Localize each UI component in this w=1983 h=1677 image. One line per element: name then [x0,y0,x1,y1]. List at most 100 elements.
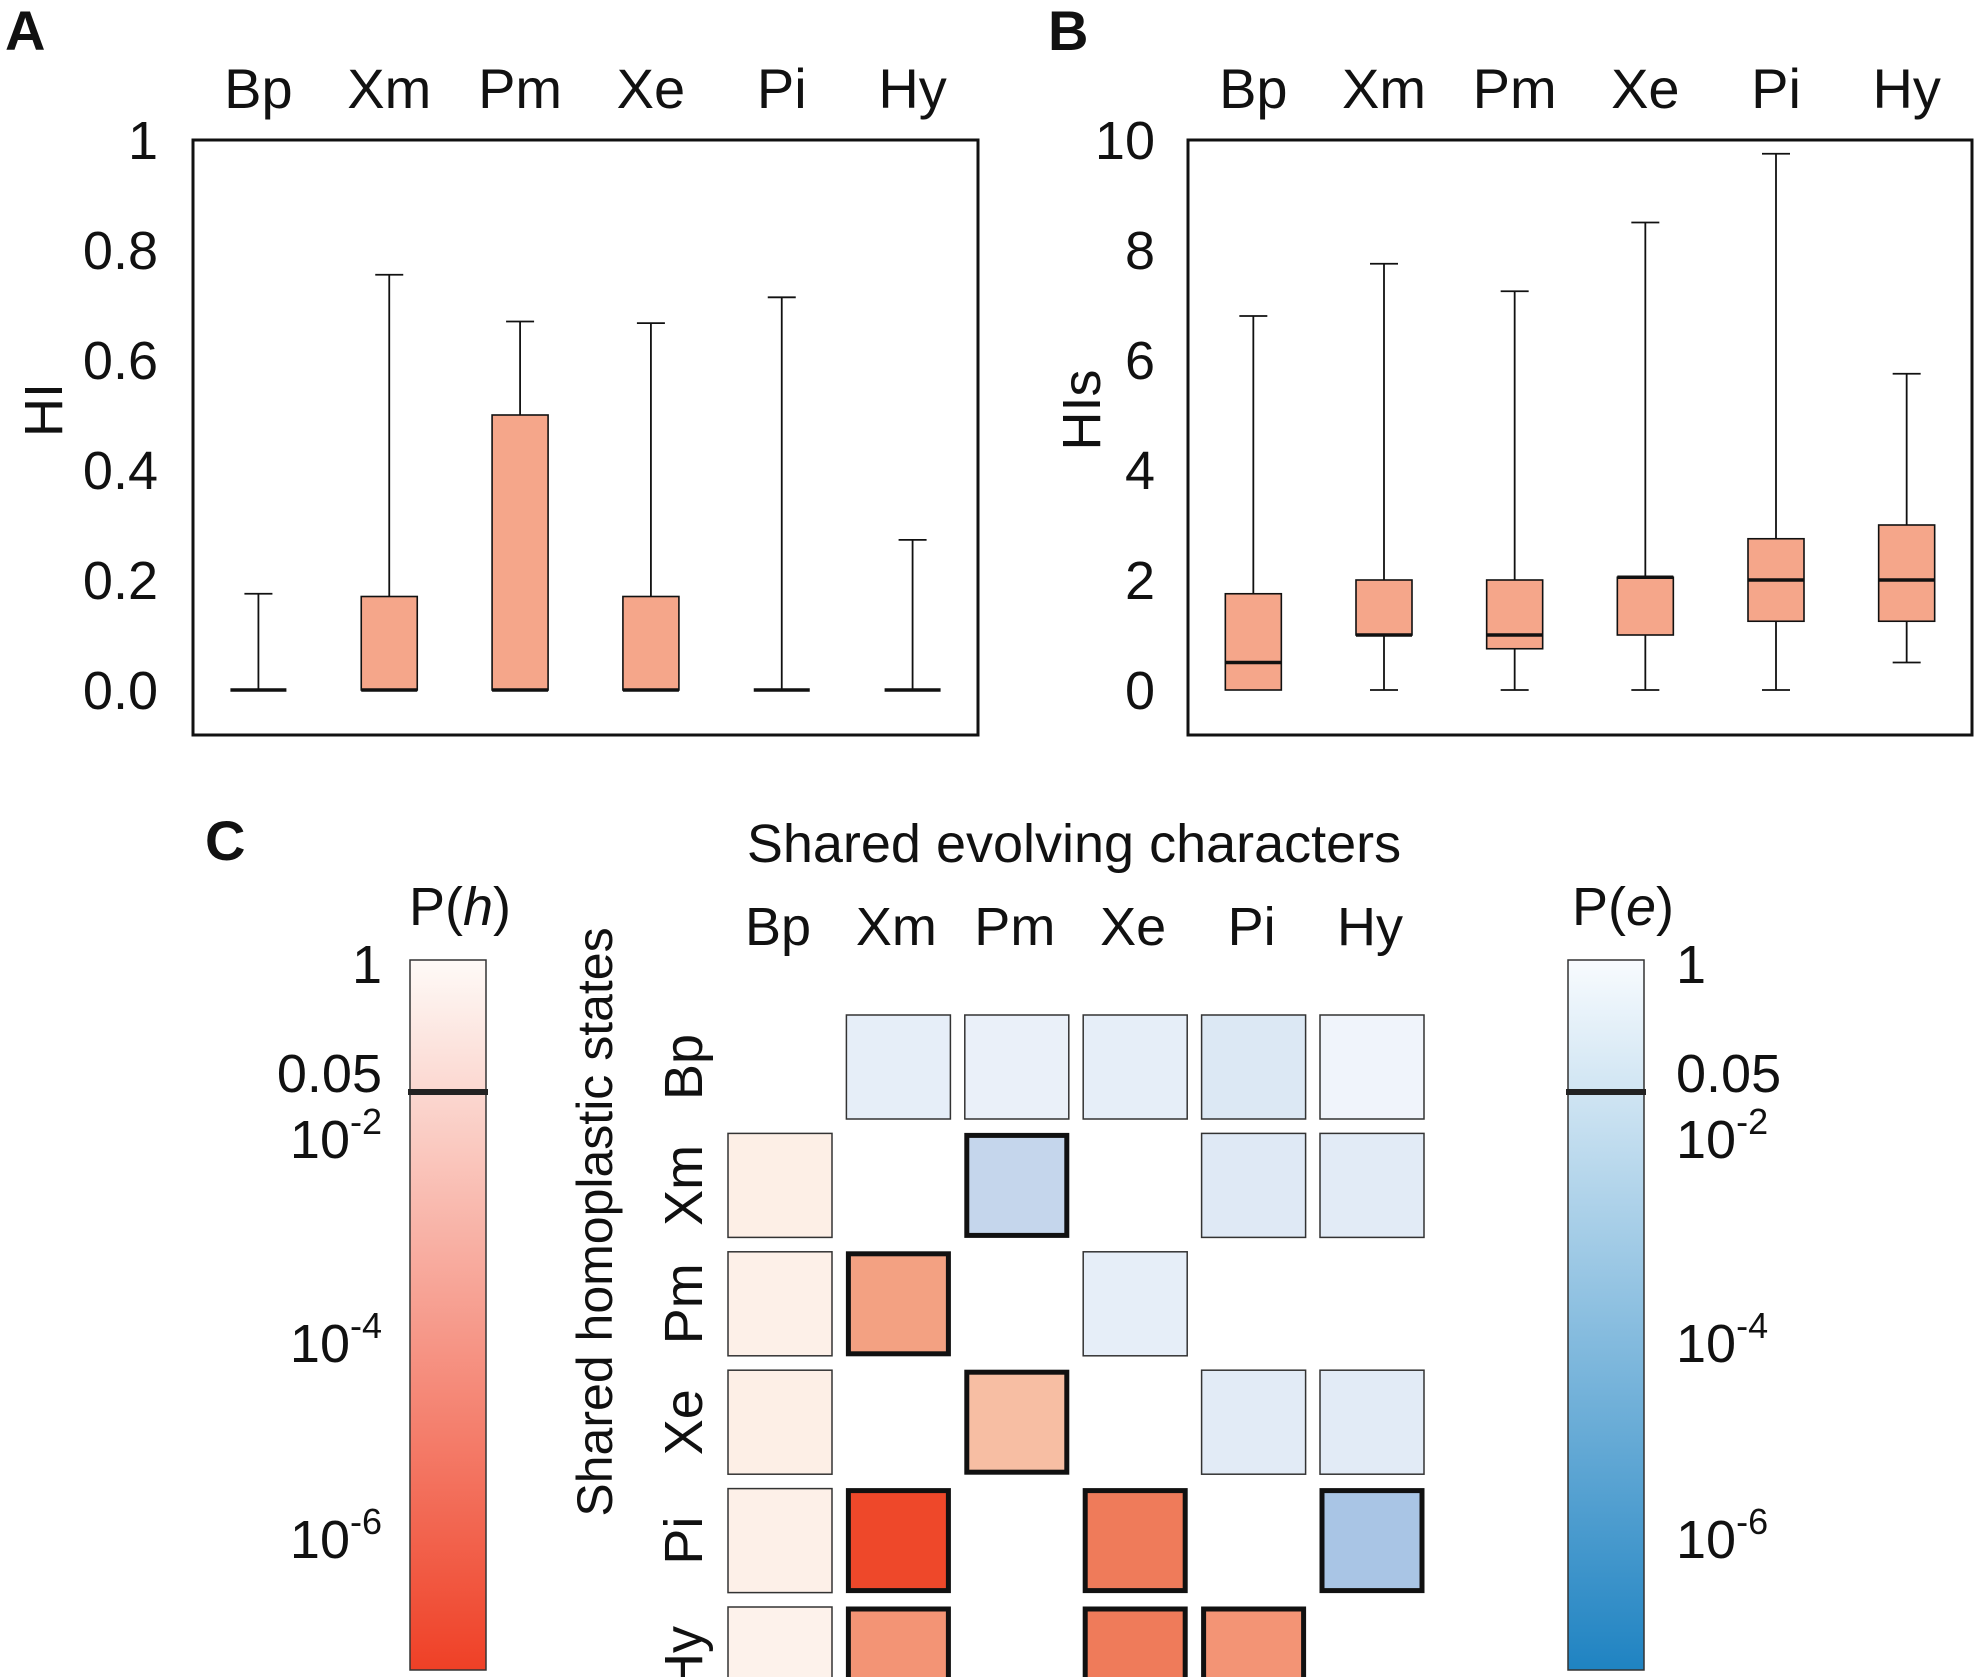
colorbar-tick-base: 10 [290,1110,350,1170]
column-label: Xe [1100,897,1166,957]
colorbar-tick-label: 10-2 [290,1101,382,1170]
colorbar-h-label: P(h) [409,877,511,937]
x-category-label: Xe [617,57,686,120]
y-tick-label: 0.0 [83,661,158,721]
colorbar-e-gradient [1567,959,1645,1671]
colorbar-tick-exponent: -6 [1736,1501,1768,1542]
heatmap-cell-xe-hy [1319,1369,1425,1475]
panel-b-boxplot: HIs 0 2 4 6 8 10 Bp Xm Pm Xe Pi Hy [1052,57,1974,737]
heatmap-cell-hy-bp [727,1606,833,1677]
x-category-label: Pi [757,57,807,120]
x-category-label: Pm [1473,57,1557,120]
heatmap-cell-xm-pm [964,1132,1070,1238]
heatmap-cell-hy-pi [1201,1606,1307,1677]
colorbar-tick-exponent: -4 [1736,1305,1768,1346]
y-tick-label: 1 [128,111,158,171]
colorbar-tick-base: 10 [1676,1314,1736,1374]
y-tick-label: 4 [1125,441,1155,501]
y-tick-label: 10 [1095,111,1155,171]
colorbar-tick-exponent: -6 [350,1501,382,1542]
column-label: Pi [1228,897,1276,957]
x-category-label: Bp [1219,57,1288,120]
panel-letter-b: B [1048,0,1088,62]
column-label: Xm [856,897,937,957]
heatmap-cell-pi-hy [1319,1488,1425,1594]
colorbar-tick-label: 10-4 [1676,1305,1768,1374]
box-iqr [1485,579,1544,650]
colorbar-tick-label: 10-6 [290,1501,382,1570]
y-tick-label: 6 [1125,331,1155,391]
plot-frame [191,138,980,737]
y-tick-label: 8 [1125,221,1155,281]
colorbar-tick-label: 0.05 [277,1044,382,1104]
heatmap-cell-pm-xe [1082,1251,1188,1357]
box-iqr [1224,592,1283,691]
heatmap-cell-pi-xm [845,1488,951,1594]
colorbar-tick-base: 10 [1676,1110,1736,1170]
heatmap-cell-xm-hy [1319,1132,1425,1239]
panel-a-boxplot: HI 0.0 0.2 0.4 0.6 0.8 1 Bp Xm Pm Xe Pi Hy [14,57,980,737]
panel-letter-a: A [5,0,45,62]
heatmap-cell-pm-xm [845,1251,951,1357]
panel-a-ylabel: HI [14,383,74,437]
colorbar-tick-label: 1 [352,935,382,995]
y-tick-label: 0.8 [83,221,158,281]
row-label: Hy [654,1626,714,1677]
colorbar-tick-base: 10 [1676,1510,1736,1570]
y-tick-label: 0.6 [83,331,158,391]
box-iqr [622,595,680,691]
x-category-label: Hy [878,57,946,120]
row-label: Pm [654,1263,714,1344]
column-label: Pm [974,897,1055,957]
heatmap-cell-hy-xe [1082,1606,1188,1677]
row-label: Xm [654,1145,714,1226]
colorbar-tick-label: 0.05 [1676,1044,1781,1104]
y-tick-label: 0 [1125,661,1155,721]
heatmap-cell-bp-xm [845,1014,952,1120]
box-iqr [360,595,419,691]
y-tick-label: 0.2 [83,551,158,611]
colorbar-tick-exponent: -2 [1736,1101,1768,1142]
x-category-label: Xm [1342,57,1426,120]
heatmap-ylabel: Shared homoplastic states [567,927,623,1516]
x-category-label: Pi [1751,57,1801,120]
y-tick-label: 0.4 [83,441,158,501]
colorbar-tick-label: 10-4 [290,1305,382,1374]
heatmap-cell-pi-bp [727,1487,833,1594]
box-iqr [1877,524,1936,623]
x-category-label: Hy [1872,57,1940,120]
row-label: Xe [654,1389,714,1455]
colorbar-tick-exponent: -4 [350,1305,382,1346]
heatmap-cell-bp-pm [964,1014,1070,1120]
colorbar-tick-exponent: -2 [350,1101,382,1142]
colorbar-tick-base: 1 [352,935,382,995]
heatmap-cell-pm-bp [727,1251,833,1357]
colorbar-h-gradient [409,959,487,1671]
panel-c-heatmap: Shared evolving characters Shared homopl… [277,814,1781,1677]
heatmap-cell-bp-xe [1082,1014,1188,1120]
x-category-label: Bp [224,57,293,120]
heatmap-cell-xe-pi [1200,1369,1307,1475]
colorbar-tick-base: 1 [1676,935,1706,995]
heatmap-cell-pi-xe [1082,1488,1188,1594]
heatmap-cell-xm-pi [1200,1132,1307,1239]
heatmap-cell-bp-hy [1319,1014,1425,1120]
box-iqr [1355,579,1413,636]
x-category-label: Xm [347,57,431,120]
colorbar-tick-base: 10 [290,1510,350,1570]
column-label: Bp [745,897,811,957]
colorbar-tick-label: 10-6 [1676,1501,1768,1570]
plot-frame [1186,138,1974,737]
x-category-label: Pm [478,57,562,120]
panel-letter-c: C [205,809,245,872]
row-label: Pi [654,1517,714,1565]
colorbar-tick-label: 10-2 [1676,1101,1768,1170]
colorbar-tick-label: 1 [1676,935,1706,995]
colorbar-e-label: P(e) [1572,877,1674,937]
box-iqr [1616,576,1675,636]
colorbar-tick-base: 10 [290,1314,350,1374]
row-label: Bp [654,1034,714,1100]
